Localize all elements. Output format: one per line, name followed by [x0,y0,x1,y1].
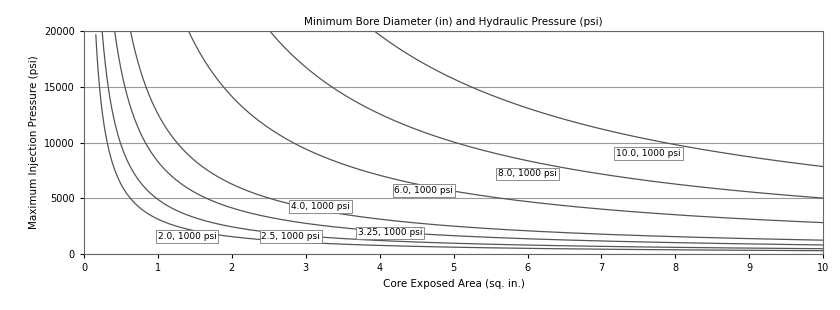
Text: 2.5, 1000 psi: 2.5, 1000 psi [261,232,320,241]
Text: 2.0, 1000 psi: 2.0, 1000 psi [158,232,217,241]
Text: 10.0, 1000 psi: 10.0, 1000 psi [617,149,681,158]
Text: 3.25, 1000 psi: 3.25, 1000 psi [358,228,422,237]
Text: 6.0, 1000 psi: 6.0, 1000 psi [395,186,454,195]
Title: Minimum Bore Diameter (in) and Hydraulic Pressure (psi): Minimum Bore Diameter (in) and Hydraulic… [304,17,603,28]
Text: 8.0, 1000 psi: 8.0, 1000 psi [498,169,557,178]
X-axis label: Core Exposed Area (sq. in.): Core Exposed Area (sq. in.) [383,279,524,289]
Text: 4.0, 1000 psi: 4.0, 1000 psi [291,202,349,211]
Y-axis label: Maximum Injection Pressure (psi): Maximum Injection Pressure (psi) [29,56,39,229]
